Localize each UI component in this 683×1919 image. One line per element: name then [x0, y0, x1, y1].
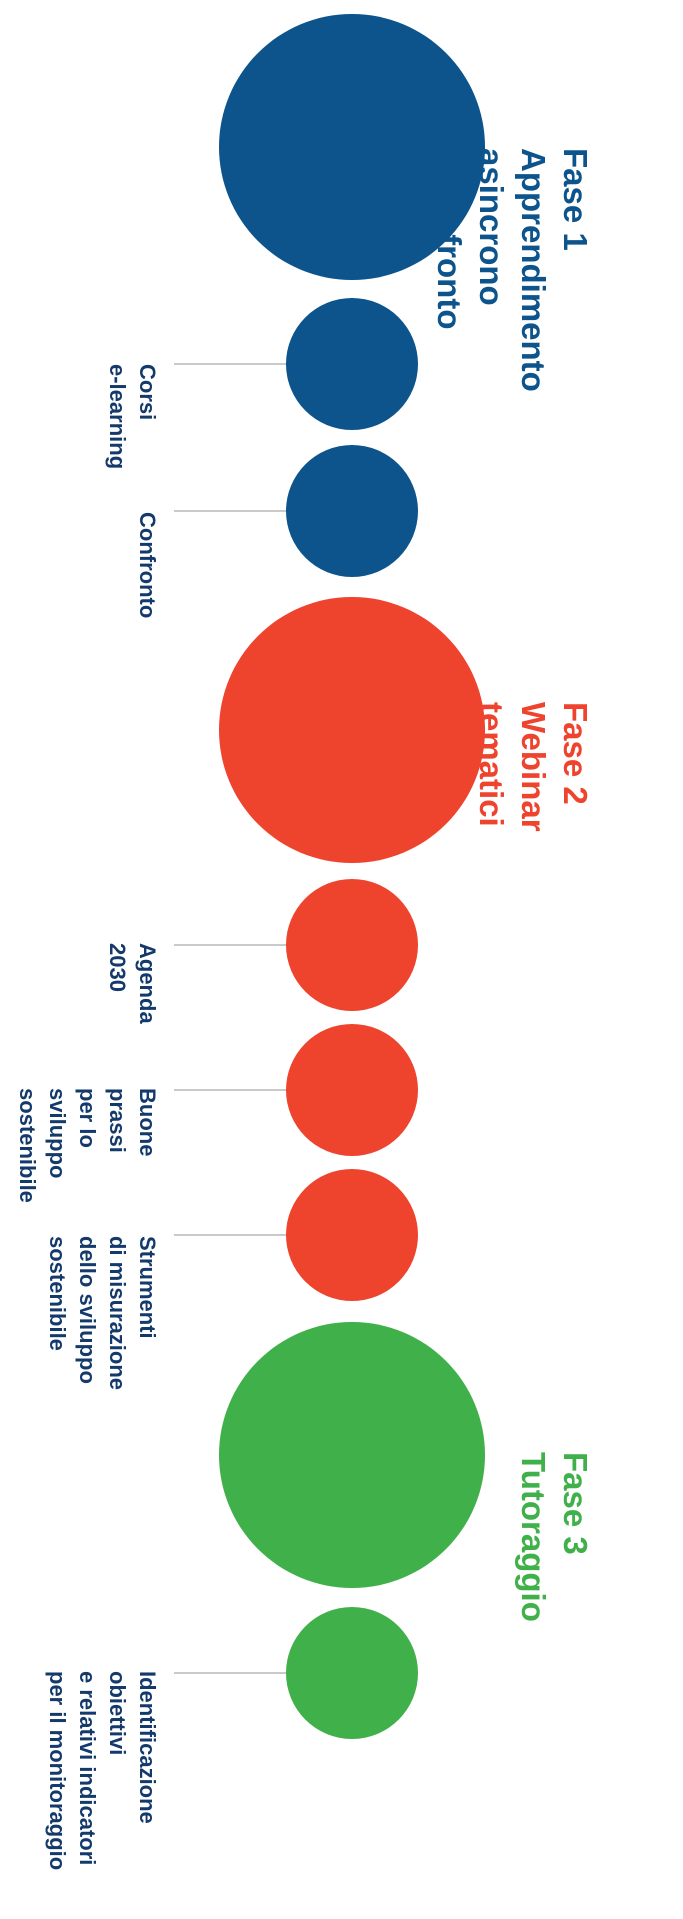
phase-2-subtitle: Webinar tematici [473, 702, 552, 832]
item-label-buone-prassi: Buone prassi per lo sviluppo sostenibile [15, 1088, 160, 1203]
phase-1-subtitle: Apprendimento asincrono e confronto [431, 148, 552, 392]
item-label-strumenti: Strumenti di misurazione dello sviluppo … [45, 1236, 160, 1391]
phase-1-title: Fase 1 Apprendimento asincrono e confront… [386, 148, 680, 392]
item-label-elearning: Corsi e-learning [105, 364, 160, 470]
phase-1-group [174, 14, 485, 577]
phase-1-heading: Fase 1 [557, 148, 594, 251]
item-label-identificazione: Identificazione obiettivi e relativi ind… [45, 1671, 160, 1871]
item-circle [286, 298, 418, 430]
phase-1-circle [219, 14, 485, 280]
item-circle [286, 1607, 418, 1739]
item-circle [286, 1169, 418, 1301]
item-circle [286, 879, 418, 1011]
phase-2-group [174, 597, 485, 1301]
item-circle [286, 445, 418, 577]
phase-2-circle [219, 597, 485, 863]
phase-2-heading: Fase 2 [557, 702, 594, 805]
item-circle [286, 1024, 418, 1156]
phase-3-heading: Fase 3 [557, 1452, 594, 1555]
item-label-confronto: Confronto [135, 512, 160, 619]
phase-2-title: Fase 2 Webinar tematici [428, 702, 680, 832]
phase-3-subtitle: Tutoraggio [515, 1452, 552, 1622]
item-label-agenda-2030: Agenda 2030 [105, 943, 160, 1024]
phase-3-circle [219, 1322, 485, 1588]
phase-3-group [174, 1322, 485, 1739]
phase-3-title: Fase 3 Tutoraggio [470, 1452, 680, 1622]
